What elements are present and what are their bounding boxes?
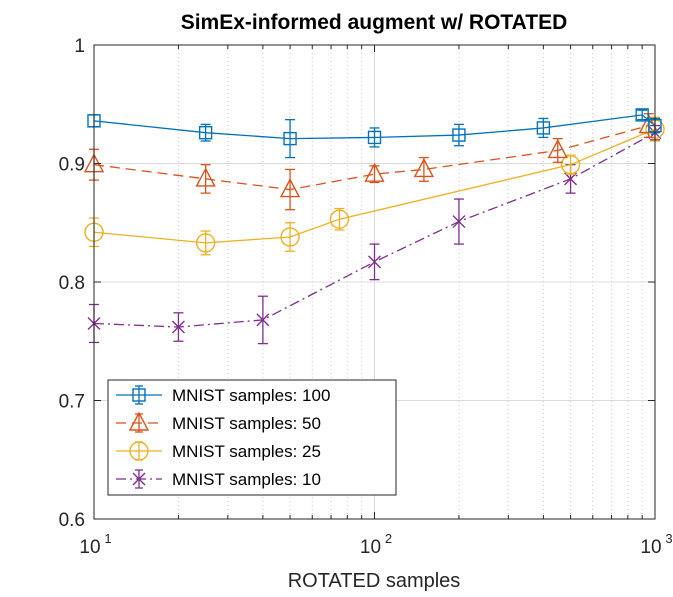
data-point <box>279 178 301 198</box>
y-tick-label: 0.8 <box>59 273 85 294</box>
y-tick-label: 0.9 <box>59 155 85 176</box>
data-point <box>635 108 649 122</box>
data-point <box>329 209 350 229</box>
legend-entry: MNIST samples: 25 <box>116 441 321 461</box>
x-tick-exponent: 1 <box>104 531 111 546</box>
data-point <box>171 320 185 334</box>
legend-marker <box>132 472 146 486</box>
data-point <box>368 255 381 269</box>
legend: MNIST samples: 100 MNIST samples: 50 MNIST… <box>107 379 397 496</box>
data-point <box>256 313 270 327</box>
legend-marker <box>129 441 149 461</box>
x-tick-exponent: 2 <box>385 531 392 546</box>
x-tick-label: 10 <box>640 537 661 558</box>
x-axis-label: ROTATED samples <box>288 570 461 592</box>
legend-label: MNIST samples: 25 <box>172 442 321 461</box>
data-point <box>364 162 385 182</box>
legend-label: MNIST samples: 50 <box>172 414 321 433</box>
legend-label: MNIST samples: 10 <box>172 470 321 489</box>
data-point <box>452 215 466 229</box>
x-tick-exponent: 3 <box>665 531 672 546</box>
y-tick-label: 0.7 <box>59 392 85 413</box>
x-tick-label: 10 <box>79 537 100 558</box>
data-point <box>195 167 216 187</box>
series-1 <box>87 108 662 159</box>
x-tick-label: 10 <box>360 537 381 558</box>
ticks: 10 1 10 2 10 3 0.6 0.7 0.8 0.9 1 <box>59 36 673 558</box>
data-point <box>195 233 216 253</box>
legend-entry: MNIST samples: 100 <box>116 385 330 405</box>
legend-entry: MNIST samples: 10 <box>116 469 321 489</box>
data-point <box>564 172 578 186</box>
data-point <box>547 138 568 159</box>
legend-entry: MNIST samples: 50 <box>116 411 321 433</box>
legend-marker <box>132 388 146 402</box>
y-tick-label: 0.6 <box>59 510 85 531</box>
legend-marker <box>128 411 150 431</box>
data-point <box>560 154 581 175</box>
legend-box <box>107 379 397 496</box>
data-point <box>198 125 213 140</box>
chart-title: SimEx-informed augment w/ ROTATED <box>181 11 568 34</box>
series-line <box>93 114 656 140</box>
data-point <box>452 128 466 142</box>
data-point <box>536 121 551 135</box>
y-tick-label: 1 <box>74 36 85 57</box>
data-point <box>280 227 300 247</box>
data-point <box>367 130 382 145</box>
series-line <box>93 128 656 244</box>
data-point <box>413 157 435 178</box>
legend-label: MNIST samples: 100 <box>172 386 330 405</box>
data-point <box>283 131 297 146</box>
